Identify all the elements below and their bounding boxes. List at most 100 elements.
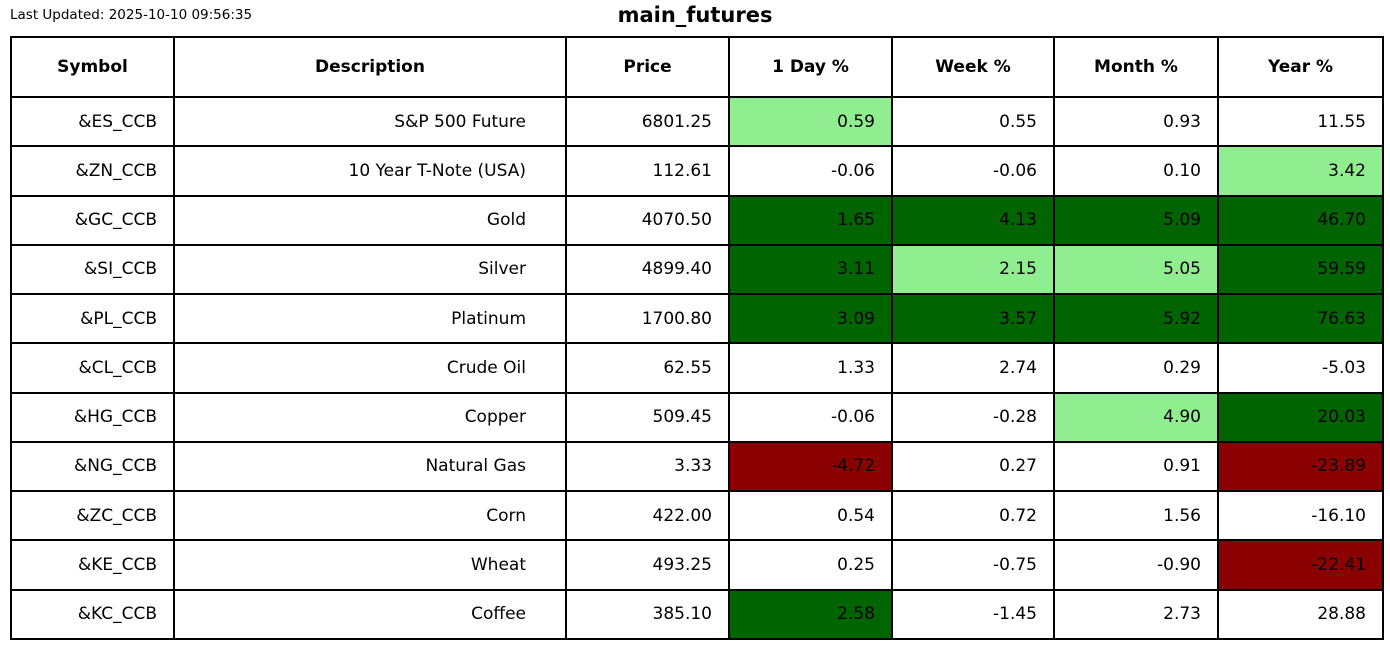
description-cell: Corn (173, 490, 567, 542)
symbol-cell: &KE_CCB (10, 539, 175, 591)
column-header-week: Week % (891, 36, 1055, 98)
year-change-cell: 76.63 (1217, 293, 1384, 345)
week-change-cell: 3.57 (891, 293, 1055, 345)
month-change-cell: 0.10 (1053, 145, 1219, 197)
year-change-cell: -5.03 (1217, 342, 1384, 394)
week-change-cell: 4.13 (891, 194, 1055, 246)
table-row: &PL_CCB Platinum 1700.80 3.09 3.57 5.92 76.63 (10, 293, 1384, 345)
week-change-cell: -0.28 (891, 391, 1055, 443)
symbol-cell: &CL_CCB (10, 342, 175, 394)
symbol-cell: &KC_CCB (10, 588, 175, 641)
symbol-cell: &NG_CCB (10, 440, 175, 493)
day-change-cell: 1.65 (728, 194, 893, 246)
description-cell: Gold (173, 194, 567, 246)
day-change-cell: 0.25 (728, 539, 893, 591)
description-cell: 10 Year T-Note (USA) (173, 145, 567, 197)
description-cell: Platinum (173, 293, 567, 345)
table-body: &ES_CCB S&P 500 Future 6801.25 0.59 0.55 0.93… (10, 95, 1384, 641)
description-cell: Wheat (173, 539, 567, 591)
year-change-cell: 59.59 (1217, 243, 1384, 296)
table-row: &SI_CCB Silver 4899.40 3.11 2.15 5.05 59.59 (10, 243, 1384, 296)
year-change-cell: 20.03 (1217, 391, 1384, 443)
description-cell: Copper (173, 391, 567, 443)
month-change-cell: 0.29 (1053, 342, 1219, 394)
month-change-cell: 0.93 (1053, 95, 1219, 148)
symbol-cell: &HG_CCB (10, 391, 175, 443)
week-change-cell: -0.75 (891, 539, 1055, 591)
price-cell: 509.45 (565, 391, 730, 443)
week-change-cell: 0.55 (891, 95, 1055, 148)
year-change-cell: 3.42 (1217, 145, 1384, 197)
year-change-cell: -22.41 (1217, 539, 1384, 591)
price-cell: 3.33 (565, 440, 730, 493)
day-change-cell: 2.58 (728, 588, 893, 641)
week-change-cell: -0.06 (891, 145, 1055, 197)
table-row: &NG_CCB Natural Gas 3.33 -4.72 0.27 0.91 -23.8… (10, 440, 1384, 493)
price-cell: 62.55 (565, 342, 730, 394)
column-header-description: Description (173, 36, 567, 98)
day-change-cell: 3.11 (728, 243, 893, 296)
table-row: &KC_CCB Coffee 385.10 2.58 -1.45 2.73 28.88 (10, 588, 1384, 641)
futures-table: Symbol Description Price 1 Day % Week % Month… (10, 36, 1384, 641)
day-change-cell: -0.06 (728, 391, 893, 443)
year-change-cell: -16.10 (1217, 490, 1384, 542)
column-header-symbol: Symbol (10, 36, 175, 98)
price-cell: 1700.80 (565, 293, 730, 345)
price-cell: 6801.25 (565, 95, 730, 148)
month-change-cell: 1.56 (1053, 490, 1219, 542)
column-header-month: Month % (1053, 36, 1219, 98)
price-cell: 112.61 (565, 145, 730, 197)
week-change-cell: 2.15 (891, 243, 1055, 296)
table-row: &ES_CCB S&P 500 Future 6801.25 0.59 0.55 0.93… (10, 95, 1384, 148)
day-change-cell: 1.33 (728, 342, 893, 394)
table-row: &KE_CCB Wheat 493.25 0.25 -0.75 -0.90 -22.41 (10, 539, 1384, 591)
month-change-cell: 0.91 (1053, 440, 1219, 493)
year-change-cell: -23.89 (1217, 440, 1384, 493)
description-cell: Coffee (173, 588, 567, 641)
month-change-cell: 4.90 (1053, 391, 1219, 443)
symbol-cell: &ZN_CCB (10, 145, 175, 197)
day-change-cell: 0.54 (728, 490, 893, 542)
year-change-cell: 28.88 (1217, 588, 1384, 641)
price-cell: 493.25 (565, 539, 730, 591)
month-change-cell: 2.73 (1053, 588, 1219, 641)
description-cell: Crude Oil (173, 342, 567, 394)
price-cell: 422.00 (565, 490, 730, 542)
symbol-cell: &ES_CCB (10, 95, 175, 148)
week-change-cell: -1.45 (891, 588, 1055, 641)
symbol-cell: &ZC_CCB (10, 490, 175, 542)
month-change-cell: 5.09 (1053, 194, 1219, 246)
year-change-cell: 11.55 (1217, 95, 1384, 148)
day-change-cell: -4.72 (728, 440, 893, 493)
month-change-cell: 5.05 (1053, 243, 1219, 296)
day-change-cell: 3.09 (728, 293, 893, 345)
week-change-cell: 0.72 (891, 490, 1055, 542)
table-row: &CL_CCB Crude Oil 62.55 1.33 2.74 0.29 -5.03 (10, 342, 1384, 394)
table-row: &HG_CCB Copper 509.45 -0.06 -0.28 4.90 20.03 (10, 391, 1384, 443)
description-cell: Silver (173, 243, 567, 296)
month-change-cell: 5.92 (1053, 293, 1219, 345)
symbol-cell: &SI_CCB (10, 243, 175, 296)
day-change-cell: 0.59 (728, 95, 893, 148)
page-title: main_futures (617, 3, 773, 27)
price-cell: 385.10 (565, 588, 730, 641)
price-cell: 4070.50 (565, 194, 730, 246)
table-row: &ZN_CCB 10 Year T-Note (USA) 112.61 -0.06 -0… (10, 145, 1384, 197)
table-row: &GC_CCB Gold 4070.50 1.65 4.13 5.09 46.70 (10, 194, 1384, 246)
last-updated-label: Last Updated: 2025-10-10 09:56:35 (10, 7, 253, 23)
week-change-cell: 0.27 (891, 440, 1055, 493)
column-header-price: Price (565, 36, 730, 98)
header-row: Symbol Description Price 1 Day % Week % Month… (10, 36, 1384, 98)
week-change-cell: 2.74 (891, 342, 1055, 394)
column-header-year: Year % (1217, 36, 1384, 98)
symbol-cell: &PL_CCB (10, 293, 175, 345)
day-change-cell: -0.06 (728, 145, 893, 197)
year-change-cell: 46.70 (1217, 194, 1384, 246)
price-cell: 4899.40 (565, 243, 730, 296)
table-row: &ZC_CCB Corn 422.00 0.54 0.72 1.56 -16.10 (10, 490, 1384, 542)
description-cell: Natural Gas (173, 440, 567, 493)
description-cell: S&P 500 Future (173, 95, 567, 148)
column-header-1-day: 1 Day % (728, 36, 893, 98)
symbol-cell: &GC_CCB (10, 194, 175, 246)
